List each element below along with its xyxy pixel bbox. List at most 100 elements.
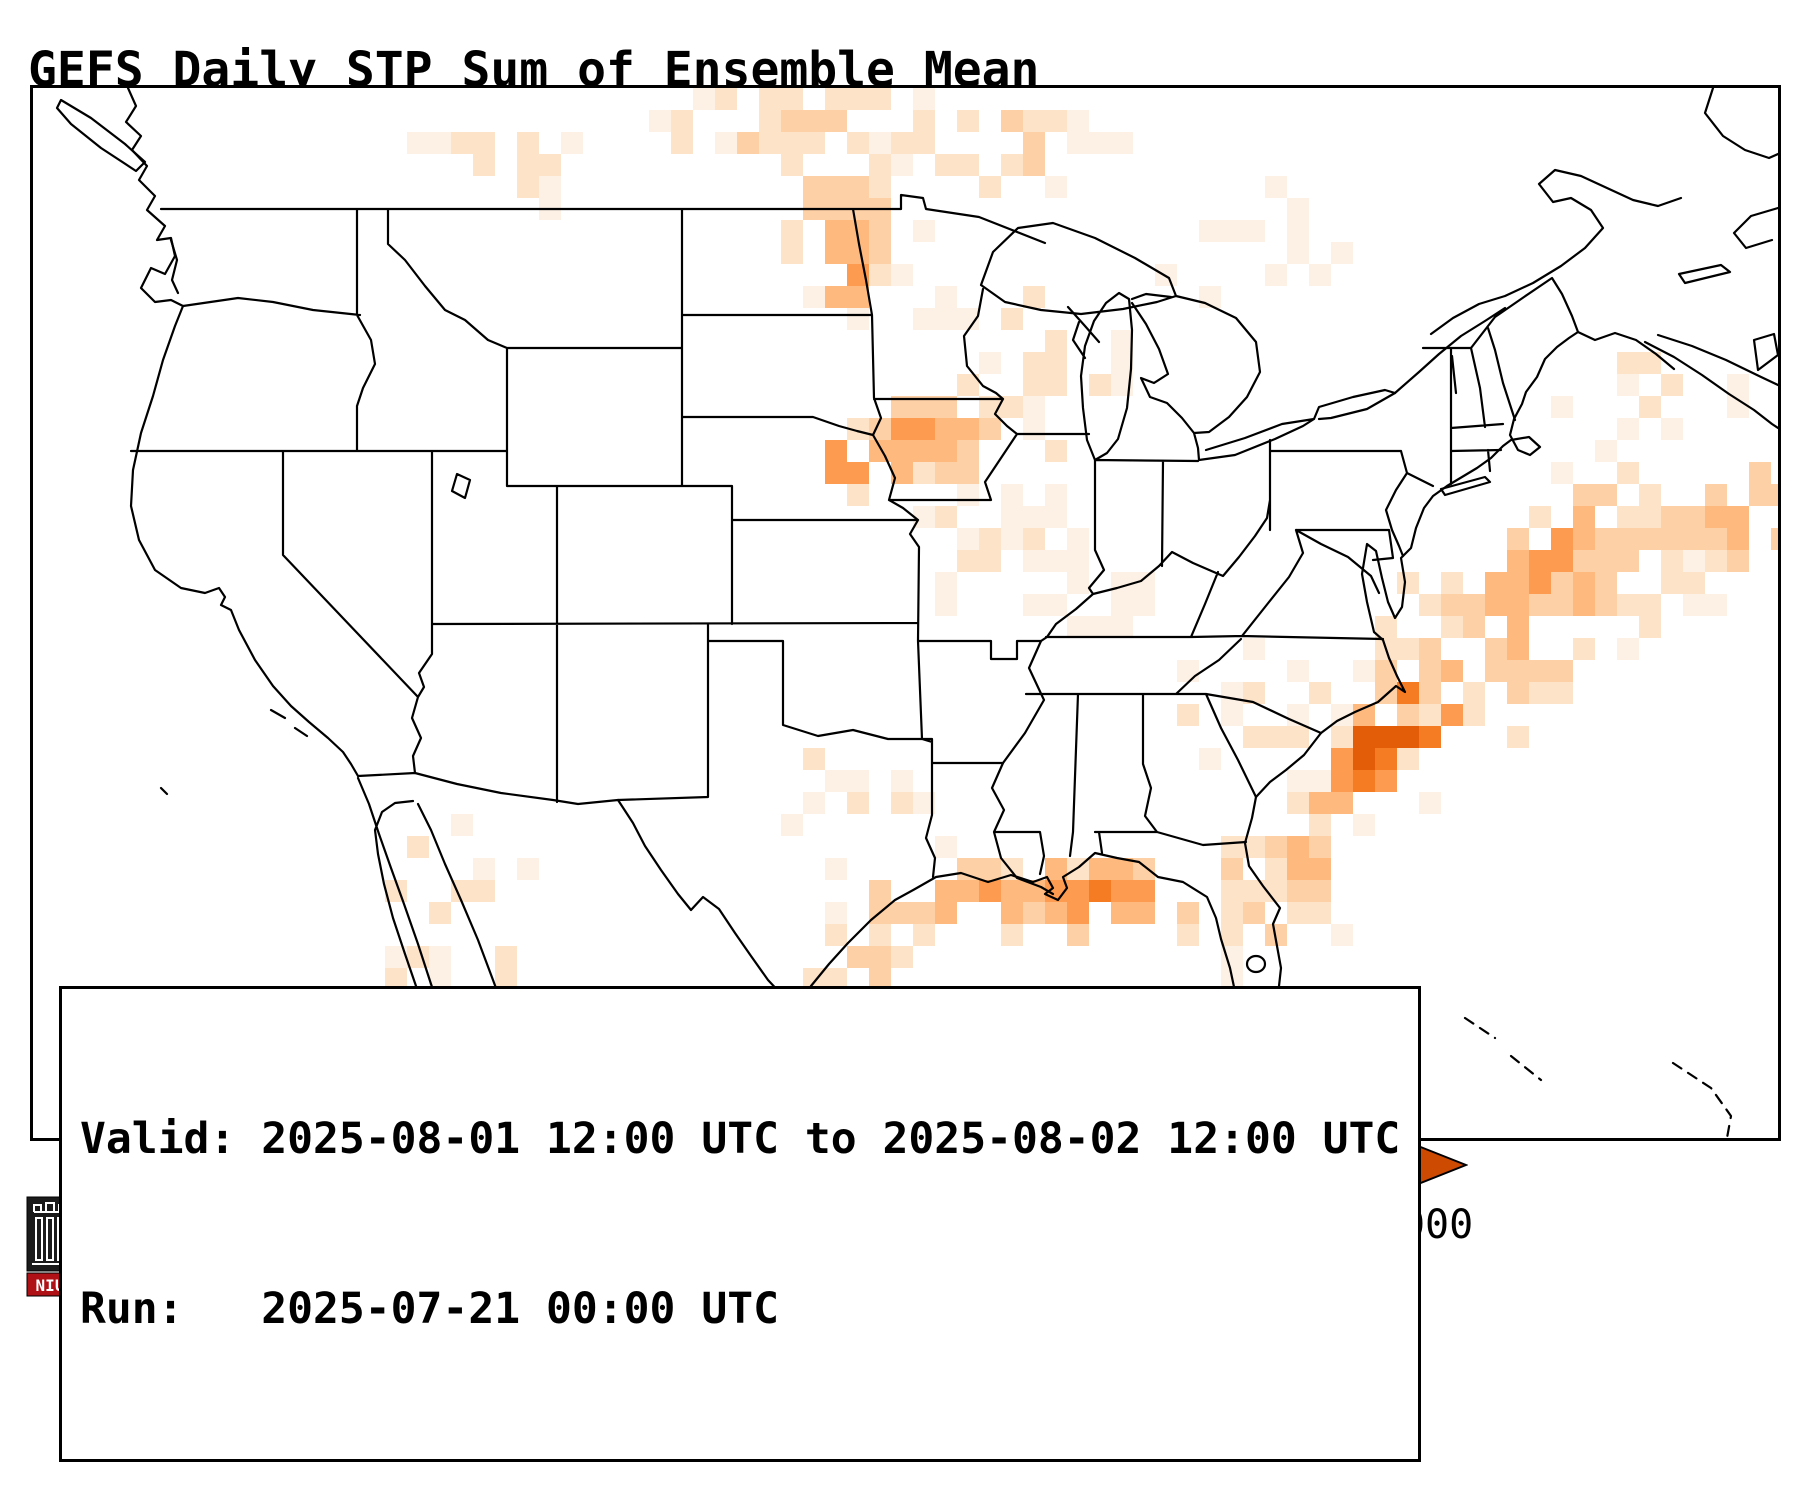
heatmap-cell (429, 968, 451, 990)
heatmap-cell (1573, 528, 1595, 550)
heatmap-cell (1617, 506, 1639, 528)
heatmap-cell (451, 132, 473, 154)
heatmap-cell (781, 154, 803, 176)
heatmap-cell (935, 506, 957, 528)
heatmap-cell (1265, 264, 1287, 286)
heatmap-cell (1067, 902, 1089, 924)
heatmap-cell (1485, 594, 1507, 616)
heatmap-cell (1001, 110, 1023, 132)
heatmap-cell (1243, 638, 1265, 660)
heatmap-cell (1111, 330, 1133, 352)
heatmap-cell (979, 880, 1001, 902)
heatmap-cell (1573, 506, 1595, 528)
heatmap-cell (1529, 506, 1551, 528)
heatmap-cell (891, 418, 913, 440)
run-time-line: Run: 2025-07-21 00:00 UTC (80, 1283, 779, 1334)
heatmap-cell (847, 792, 869, 814)
heatmap-cell (1045, 352, 1067, 374)
heatmap-cell (1397, 682, 1419, 704)
heatmap-cell (1507, 616, 1529, 638)
heatmap-cell (1419, 792, 1441, 814)
heatmap-cell (1287, 220, 1309, 242)
heatmap-cell (1419, 660, 1441, 682)
heatmap-cell (1397, 748, 1419, 770)
heatmap-cell (847, 484, 869, 506)
heatmap-cell (825, 242, 847, 264)
heatmap-cell (1441, 572, 1463, 594)
heatmap-cell (1309, 902, 1331, 924)
heatmap-cell (1001, 924, 1023, 946)
heatmap-cell (1221, 858, 1243, 880)
heatmap-cell (979, 176, 1001, 198)
heatmap-cell (825, 440, 847, 462)
heatmap-cell (1243, 726, 1265, 748)
heatmap-cell (1463, 682, 1485, 704)
pacific-coastline-path (124, 88, 360, 778)
heatmap-cell (1023, 396, 1045, 418)
heatmap-cell (1177, 924, 1199, 946)
heatmap-cell (561, 132, 583, 154)
heatmap-cell (803, 110, 825, 132)
heatmap-cell (1265, 880, 1287, 902)
heatmap-cell (715, 88, 737, 110)
heatmap-cell (935, 462, 957, 484)
us-mexico-border-path (356, 771, 620, 806)
heatmap-cell (1089, 616, 1111, 638)
heatmap-cell (1023, 418, 1045, 440)
heatmap-cell (847, 242, 869, 264)
heatmap-cell (913, 418, 935, 440)
heatmap-cell (759, 88, 781, 110)
heatmap-cell (825, 968, 847, 990)
heatmap-cell (1507, 550, 1529, 572)
heatmap-cell (1111, 902, 1133, 924)
heatmap-cell (1573, 484, 1595, 506)
heatmap-cell (1067, 572, 1089, 594)
heatmap-cell (1133, 572, 1155, 594)
heatmap-cell (781, 242, 803, 264)
heatmap-cell (957, 418, 979, 440)
heatmap-cell (759, 132, 781, 154)
heatmap-cell (935, 594, 957, 616)
heatmap-cell (891, 440, 913, 462)
heatmap-cell (1023, 374, 1045, 396)
heatmap-cell (1045, 330, 1067, 352)
heatmap-cell (891, 264, 913, 286)
heatmap-cell (451, 814, 473, 836)
heatmap-cell (429, 946, 451, 968)
heatmap-cell (869, 946, 891, 968)
heatmap-cell (1551, 528, 1573, 550)
heatmap-cell (1287, 770, 1309, 792)
heatmap-cell (869, 132, 891, 154)
heatmap-cell (473, 154, 495, 176)
heatmap-cell (1419, 704, 1441, 726)
heatmap-cell (495, 968, 517, 990)
heatmap-cell (495, 946, 517, 968)
heatmap-cell (1727, 528, 1749, 550)
heatmap-cell (1661, 506, 1683, 528)
heatmap-cell (957, 440, 979, 462)
heatmap-cell (1507, 638, 1529, 660)
heatmap-cell (1353, 660, 1375, 682)
heatmap-cell (891, 770, 913, 792)
state-borders-east-path (450, 305, 1517, 974)
heatmap-cell (1573, 550, 1595, 572)
heatmap-cell (1617, 352, 1639, 374)
heatmap-cell (1309, 682, 1331, 704)
heatmap-cell (1463, 704, 1485, 726)
heatmap-cell (1595, 594, 1617, 616)
heatmap-cell (803, 176, 825, 198)
heatmap-cell (1375, 726, 1397, 748)
heatmap-cell (1551, 396, 1573, 418)
heatmap-cell (1309, 858, 1331, 880)
heatmap-cell (1639, 616, 1661, 638)
heatmap-cell (1045, 484, 1067, 506)
heatmap-cell (1353, 726, 1375, 748)
heatmap-cell (1265, 176, 1287, 198)
heatmap-cell (1243, 902, 1265, 924)
heatmap-cell (1353, 748, 1375, 770)
heatmap-cell (1749, 462, 1771, 484)
heatmap-cell (1485, 572, 1507, 594)
heatmap-cell (1595, 484, 1617, 506)
heatmap-cell (1111, 572, 1133, 594)
heatmap-cell (473, 880, 495, 902)
